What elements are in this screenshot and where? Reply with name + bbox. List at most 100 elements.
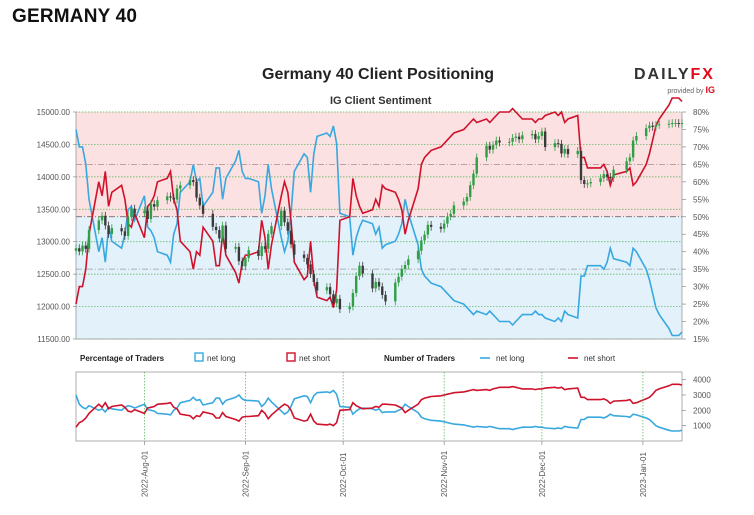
percent-tick-label: 25% — [693, 300, 709, 309]
price-candle-body — [465, 196, 469, 202]
price-candle-body — [81, 245, 84, 252]
price-candle-body — [469, 185, 472, 197]
percent-tick-label: 40% — [693, 248, 709, 257]
price-candle-body — [175, 188, 179, 200]
price-tick-label: 13000.00 — [37, 238, 71, 247]
price-candle-body — [338, 298, 342, 310]
price-candle-body — [671, 123, 674, 125]
percent-tick-label: 45% — [693, 230, 709, 239]
price-candle-body — [563, 148, 566, 154]
percent-tick-label: 30% — [693, 283, 709, 292]
price-candle-body — [211, 213, 215, 227]
price-candle-body — [400, 268, 404, 277]
price-tick-label: 13500.00 — [37, 205, 71, 214]
price-candle-body — [267, 233, 270, 249]
price-candle-body — [534, 134, 537, 140]
price-candle-body — [351, 292, 355, 307]
price-candle-body — [143, 210, 146, 214]
price-candle-body — [123, 231, 127, 236]
price-candle-body — [126, 217, 130, 236]
price-candle-body — [485, 145, 488, 158]
percent-tick-label: 65% — [693, 160, 709, 169]
price-candle-body — [384, 294, 387, 302]
price-candle-body — [130, 208, 133, 218]
price-candle-body — [198, 197, 202, 206]
price-candle-body — [377, 281, 381, 287]
price-candle-body — [495, 140, 498, 146]
price-candle-body — [452, 205, 456, 214]
percent-tick-label: 60% — [693, 178, 709, 187]
count-tick-label: 4000 — [693, 376, 711, 385]
price-candle-body — [674, 123, 677, 125]
dailyfx-logo: DAILYFX provided by IG — [634, 66, 715, 95]
price-candle-body — [612, 169, 615, 179]
x-tick-label: 2022-Nov-01 — [440, 450, 449, 497]
chart-subtitle: IG Client Sentiment — [330, 95, 432, 107]
price-candle-body — [488, 145, 491, 150]
price-candle-body — [628, 157, 632, 162]
price-candle-body — [283, 210, 286, 223]
legend-percentage-heading: Percentage of Traders — [80, 354, 165, 363]
price-candle-body — [680, 123, 684, 125]
price-candle-body — [263, 246, 267, 249]
price-candle-body — [472, 173, 475, 186]
net-long-percent-line — [75, 125, 683, 337]
price-candle-body — [302, 254, 306, 258]
price-candle-body — [166, 196, 169, 201]
price-tick-label: 14000.00 — [37, 173, 71, 182]
price-candle-body — [218, 230, 221, 239]
price-tick-label: 12000.00 — [37, 303, 71, 312]
price-candle-body — [508, 141, 511, 143]
price-candle-body — [260, 246, 263, 256]
percent-tick-label: 35% — [693, 265, 709, 274]
price-candle-body — [371, 273, 374, 289]
price-candle-body — [420, 240, 423, 251]
price-candle-body — [149, 204, 153, 220]
price-candle-body — [221, 225, 224, 239]
price-candle-body — [195, 182, 198, 198]
price-candle-body — [394, 282, 397, 302]
net-long-count-line — [75, 389, 683, 432]
price-candle-body — [348, 306, 351, 310]
price-candle-body — [543, 131, 547, 148]
price-candle-body — [224, 225, 228, 249]
price-candle-body — [358, 265, 361, 277]
price-candle-body — [491, 145, 495, 150]
count-tick-label: 3000 — [693, 391, 711, 400]
price-candle-body — [156, 200, 159, 207]
percent-tick-label: 80% — [693, 108, 709, 117]
x-tick-label: 2022-Dec-01 — [538, 450, 547, 497]
price-candle-body — [120, 228, 123, 232]
price-candle-body — [309, 264, 312, 275]
price-candle-body — [540, 131, 544, 136]
price-candle-body — [381, 286, 384, 295]
price-candle-body — [361, 265, 364, 274]
price-candle-body — [280, 210, 283, 227]
x-tick-label: 2022-Aug-01 — [140, 450, 149, 497]
legend-short-box — [286, 352, 296, 362]
price-candle-body — [332, 294, 335, 304]
price-candle-body — [293, 244, 296, 255]
price-candle-body — [475, 157, 478, 174]
percent-tick-label: 75% — [693, 125, 709, 134]
legend-short-label: net short — [299, 354, 331, 363]
price-candle-body — [511, 137, 514, 142]
percent-tick-label: 15% — [693, 335, 709, 344]
price-candle-body — [100, 215, 104, 221]
price-candle-body — [107, 225, 110, 234]
net-short-count-line — [75, 383, 683, 428]
price-candle-body — [354, 276, 358, 293]
price-candle-body — [237, 246, 241, 262]
price-candle-body — [325, 287, 329, 291]
price-candle-body — [403, 265, 407, 269]
price-candle-body — [97, 220, 101, 231]
price-candle-body — [312, 274, 316, 282]
net-short-percent-line — [75, 97, 683, 308]
price-candle-body — [270, 226, 273, 234]
price-candle-body — [286, 222, 289, 231]
price-candle-body — [78, 248, 81, 252]
price-candle-body — [169, 196, 172, 198]
price-candle-body — [560, 143, 563, 154]
price-candle-body — [133, 208, 136, 214]
price-candle-body — [599, 178, 602, 183]
